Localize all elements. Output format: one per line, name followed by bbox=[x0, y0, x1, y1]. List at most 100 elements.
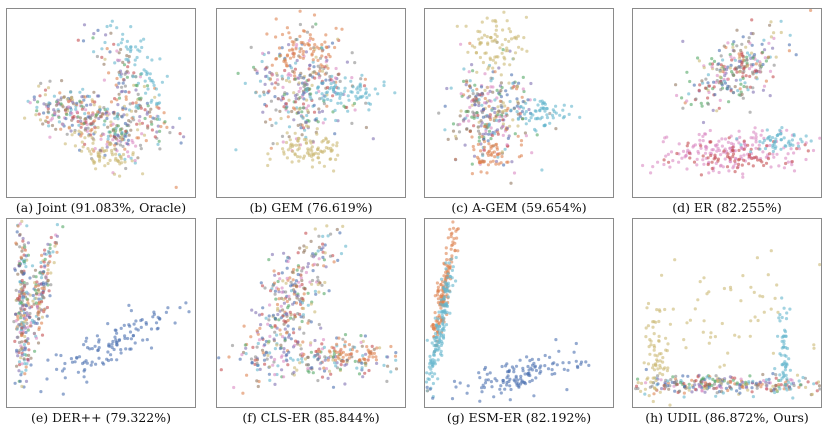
scatter-point bbox=[642, 361, 646, 365]
scatter-point bbox=[697, 59, 701, 63]
scatter-point bbox=[364, 101, 368, 105]
scatter-point bbox=[268, 303, 272, 307]
scatter-point bbox=[471, 110, 475, 114]
scatter-point bbox=[358, 88, 362, 92]
scatter-point bbox=[750, 43, 754, 47]
scatter-point bbox=[269, 146, 273, 150]
scatter-point bbox=[492, 116, 496, 121]
scatter-point bbox=[268, 365, 272, 369]
scatter-point bbox=[133, 63, 137, 67]
scatter-point bbox=[661, 140, 665, 144]
scatter-point bbox=[653, 353, 657, 357]
scatter-point bbox=[535, 117, 539, 121]
scatter-point bbox=[703, 86, 708, 90]
scatter-point bbox=[513, 51, 518, 55]
scatter-point bbox=[641, 163, 645, 168]
scatter-point bbox=[289, 284, 293, 288]
point-cluster bbox=[662, 136, 810, 177]
scatter-point bbox=[750, 51, 754, 55]
scatter-point bbox=[316, 58, 320, 63]
scatter-point bbox=[439, 343, 443, 347]
scatter-point bbox=[523, 372, 527, 376]
scatter-point bbox=[672, 380, 676, 384]
scatter-point bbox=[278, 346, 282, 351]
scatter-point bbox=[311, 158, 315, 162]
scatter-point bbox=[521, 75, 525, 79]
scatter-point bbox=[234, 148, 238, 152]
scatter-point bbox=[132, 322, 136, 326]
scatter-point bbox=[671, 375, 675, 379]
scatter-point bbox=[425, 385, 429, 389]
scatter-point bbox=[444, 290, 448, 294]
scatter-point bbox=[370, 344, 374, 348]
scatter-point bbox=[797, 385, 801, 389]
scatter-point bbox=[550, 113, 555, 117]
scatter-point bbox=[787, 380, 791, 384]
scatter-point bbox=[77, 123, 81, 127]
scatter-point bbox=[111, 339, 115, 344]
scatter-point bbox=[117, 96, 122, 100]
scatter-point bbox=[466, 89, 470, 93]
point-cluster bbox=[23, 79, 141, 151]
scatter-point bbox=[504, 89, 508, 93]
scatter-point bbox=[304, 141, 308, 145]
scatter-point bbox=[720, 144, 724, 148]
scatter-point bbox=[264, 104, 269, 108]
scatter-point bbox=[481, 107, 486, 111]
scatter-point bbox=[293, 131, 297, 135]
scatter-point bbox=[746, 388, 750, 392]
scatter-point bbox=[350, 348, 354, 352]
scatter-point bbox=[82, 375, 86, 379]
scatter-point bbox=[656, 160, 660, 164]
scatter-point bbox=[431, 396, 435, 400]
scatter-point bbox=[96, 28, 100, 32]
scatter-point bbox=[787, 139, 791, 143]
scatter-point bbox=[267, 318, 271, 322]
scatter-point bbox=[758, 70, 762, 74]
scatter-point bbox=[260, 312, 264, 316]
scatter-point bbox=[491, 66, 495, 70]
scatter-point bbox=[652, 392, 656, 396]
scatter-point bbox=[315, 127, 319, 131]
scatter-point bbox=[498, 115, 502, 119]
scatter-point bbox=[725, 165, 730, 169]
scatter-point bbox=[334, 92, 338, 96]
scatter-point bbox=[319, 326, 323, 330]
scatter-point bbox=[105, 24, 109, 29]
scatter-point bbox=[24, 315, 28, 320]
scatter-point bbox=[300, 360, 304, 364]
scatter-point bbox=[742, 139, 746, 143]
scatter-point bbox=[685, 321, 689, 325]
scatter-point bbox=[715, 73, 719, 78]
scatter-point bbox=[737, 157, 742, 161]
scatter-point bbox=[33, 285, 38, 289]
scatter-point bbox=[76, 38, 80, 42]
scatter-point bbox=[486, 114, 490, 118]
scatter-point bbox=[267, 314, 271, 318]
scatter-point bbox=[462, 67, 466, 71]
scatter-point bbox=[280, 271, 284, 275]
scatter-point bbox=[723, 157, 727, 161]
scatter-point bbox=[124, 107, 128, 111]
scatter-point bbox=[304, 137, 308, 142]
scatter-point bbox=[80, 149, 84, 153]
scatter-point bbox=[271, 363, 275, 367]
scatter-point bbox=[701, 376, 705, 380]
scatter-point bbox=[334, 364, 338, 368]
scatter-point bbox=[350, 90, 354, 94]
scatter-point bbox=[551, 116, 555, 120]
scatter-point bbox=[673, 258, 677, 262]
scatter-point bbox=[775, 283, 779, 287]
scatter-point bbox=[293, 153, 297, 157]
scatter-point bbox=[431, 381, 435, 386]
scatter-point bbox=[303, 29, 307, 33]
scatter-point bbox=[285, 26, 289, 30]
scatter-point bbox=[774, 373, 778, 377]
scatter-point bbox=[494, 159, 499, 164]
scatter-point bbox=[59, 102, 63, 106]
scatter-point bbox=[85, 103, 89, 107]
scatter-point bbox=[65, 112, 69, 117]
scatter-point bbox=[742, 142, 746, 146]
scatter-point bbox=[507, 39, 511, 43]
scatter-point bbox=[752, 156, 756, 160]
